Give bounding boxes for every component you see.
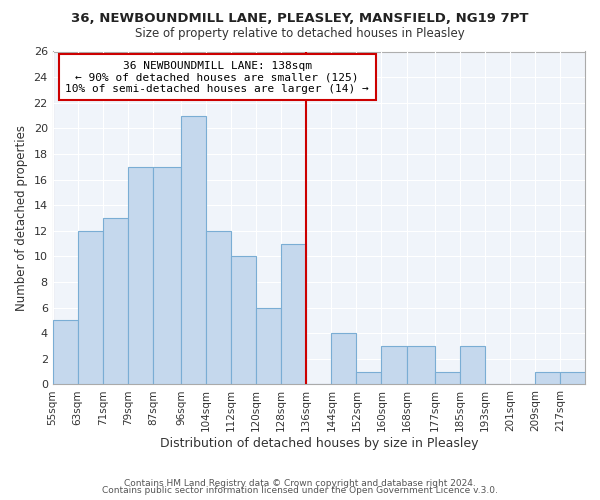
Bar: [181, 116, 206, 384]
Bar: [103, 218, 128, 384]
Bar: [153, 167, 181, 384]
Bar: [128, 167, 153, 384]
Bar: [331, 333, 356, 384]
Text: 36 NEWBOUNDMILL LANE: 138sqm
← 90% of detached houses are smaller (125)
10% of s: 36 NEWBOUNDMILL LANE: 138sqm ← 90% of de…: [65, 60, 369, 94]
Y-axis label: Number of detached properties: Number of detached properties: [15, 125, 28, 311]
Bar: [560, 372, 585, 384]
Bar: [407, 346, 434, 385]
Text: Contains public sector information licensed under the Open Government Licence v.: Contains public sector information licen…: [102, 486, 498, 495]
Text: 36, NEWBOUNDMILL LANE, PLEASLEY, MANSFIELD, NG19 7PT: 36, NEWBOUNDMILL LANE, PLEASLEY, MANSFIE…: [71, 12, 529, 26]
Bar: [382, 346, 407, 385]
Bar: [434, 372, 460, 384]
Bar: [281, 244, 307, 384]
Bar: [53, 320, 78, 384]
Bar: [356, 372, 382, 384]
Bar: [256, 308, 281, 384]
Bar: [78, 231, 103, 384]
Bar: [206, 231, 231, 384]
Text: Size of property relative to detached houses in Pleasley: Size of property relative to detached ho…: [135, 28, 465, 40]
Bar: [231, 256, 256, 384]
X-axis label: Distribution of detached houses by size in Pleasley: Distribution of detached houses by size …: [160, 437, 478, 450]
Bar: [535, 372, 560, 384]
Text: Contains HM Land Registry data © Crown copyright and database right 2024.: Contains HM Land Registry data © Crown c…: [124, 478, 476, 488]
Bar: [460, 346, 485, 385]
